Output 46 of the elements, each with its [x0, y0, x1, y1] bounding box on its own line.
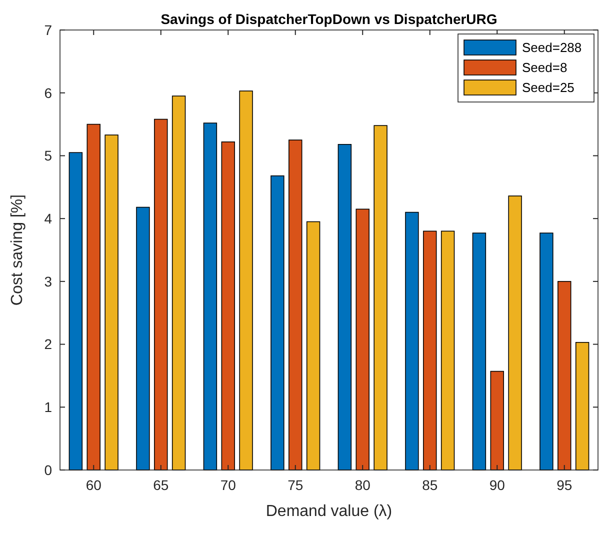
bar	[423, 230, 437, 470]
bar	[239, 90, 253, 470]
bar	[472, 232, 486, 470]
y-tick-label: 3	[44, 273, 52, 290]
bar	[540, 232, 554, 470]
bar	[374, 125, 388, 470]
bar	[558, 281, 572, 470]
bar	[288, 140, 302, 470]
legend-label: Seed=25	[522, 80, 574, 95]
legend-label: Seed=8	[522, 60, 568, 75]
bar	[508, 196, 522, 470]
chart-title: Savings of DispatcherTopDown vs DispatcherURG	[160, 11, 498, 27]
y-axis-title: Cost saving [%]	[9, 194, 26, 306]
y-tick-label: 0	[44, 462, 52, 478]
bar	[338, 144, 352, 470]
x-tick-label: 80	[354, 477, 371, 493]
x-axis-title: Demand value (λ)	[266, 503, 392, 520]
bar	[306, 221, 320, 470]
y-tick-label: 4	[44, 210, 52, 226]
bar	[154, 118, 168, 470]
y-tick-label: 1	[44, 399, 52, 416]
bar	[136, 206, 150, 470]
bar	[270, 175, 284, 470]
bar	[440, 230, 455, 470]
y-tick-label: 6	[44, 84, 52, 101]
x-tick-label: 90	[489, 477, 506, 493]
bar	[203, 122, 218, 470]
x-tick-label: 60	[86, 477, 102, 493]
y-tick-label: 2	[44, 336, 52, 352]
x-tick-label: 85	[422, 477, 438, 493]
x-tick-label: 70	[220, 477, 236, 493]
bar	[575, 342, 590, 470]
bar	[221, 141, 235, 470]
bar	[356, 208, 370, 470]
legend-label: Seed=288	[522, 40, 582, 55]
bar	[490, 370, 504, 470]
x-tick-label: 95	[556, 477, 572, 493]
bar	[86, 124, 100, 470]
bar	[405, 212, 419, 470]
bar	[68, 152, 83, 470]
y-tick-label: 5	[44, 148, 52, 164]
x-tick-label: 75	[288, 477, 304, 493]
bar	[172, 96, 186, 470]
y-tick-label: 7	[44, 22, 52, 38]
x-tick-label: 65	[153, 477, 169, 493]
bar	[104, 134, 118, 470]
